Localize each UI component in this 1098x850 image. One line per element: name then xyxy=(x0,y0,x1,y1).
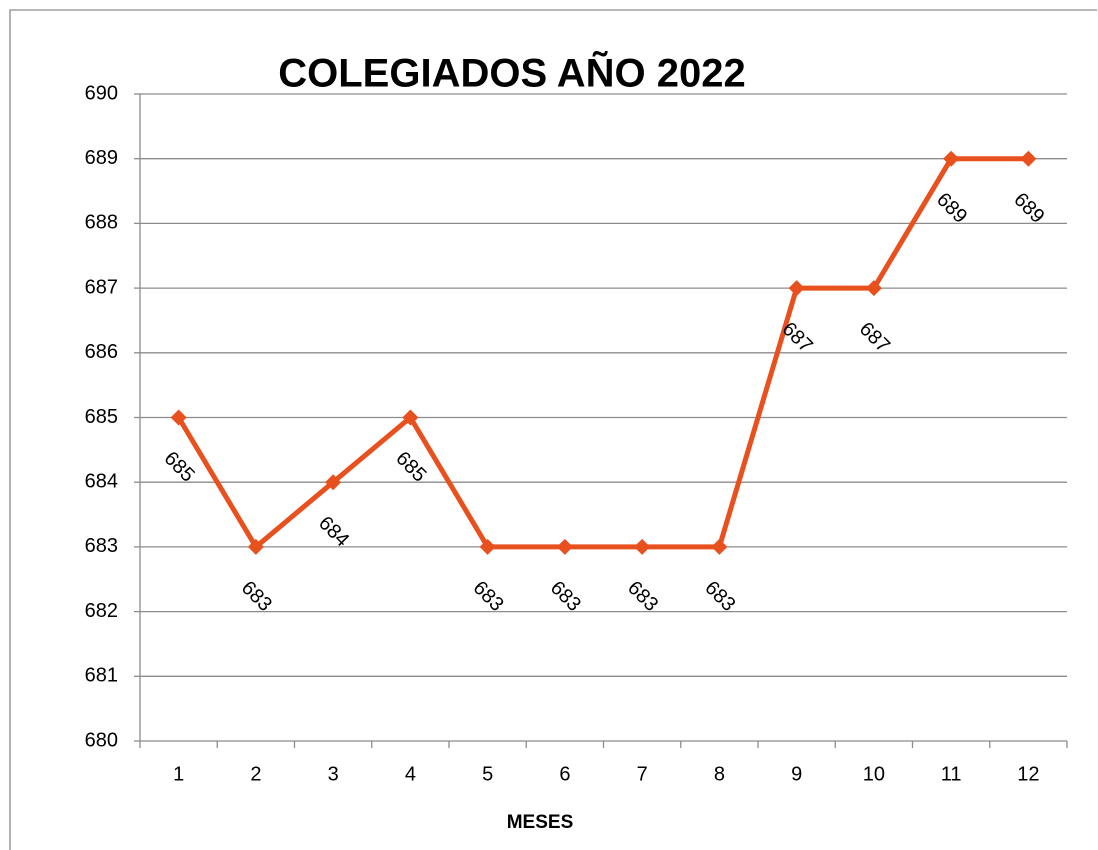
data-label: 687 xyxy=(855,318,894,357)
y-tick-label: 683 xyxy=(85,535,118,557)
data-label: 683 xyxy=(237,577,276,616)
chart-title: COLEGIADOS AÑO 2022 xyxy=(278,50,746,96)
y-tick-label: 682 xyxy=(85,600,118,622)
marker xyxy=(634,538,651,555)
marker xyxy=(865,280,882,297)
y-tick-label: 689 xyxy=(85,147,118,169)
marker xyxy=(711,538,728,555)
x-tick-label: 5 xyxy=(482,763,493,785)
marker xyxy=(943,150,960,167)
data-label: 684 xyxy=(314,512,353,551)
data-label: 685 xyxy=(391,447,430,486)
data-label: 685 xyxy=(160,447,199,486)
marker xyxy=(556,538,573,555)
data-label: 683 xyxy=(546,577,585,616)
x-tick-label: 4 xyxy=(405,763,416,785)
x-axis-label: MESES xyxy=(507,812,574,833)
y-tick-label: 681 xyxy=(85,665,118,687)
marker xyxy=(479,538,496,555)
marker xyxy=(247,538,264,555)
data-label: 683 xyxy=(469,577,508,616)
y-tick-label: 687 xyxy=(85,276,118,298)
x-tick-label: 12 xyxy=(1017,763,1039,785)
marker xyxy=(1020,150,1037,167)
data-label: 689 xyxy=(1009,189,1048,228)
x-tick-label: 2 xyxy=(250,763,261,785)
data-label: 683 xyxy=(623,577,662,616)
x-tick-label: 11 xyxy=(941,763,962,785)
y-tick-label: 688 xyxy=(85,212,118,234)
x-tick-label: 8 xyxy=(714,763,725,785)
data-label: 689 xyxy=(932,189,971,228)
y-tick-label: 690 xyxy=(85,82,118,104)
y-tick-label: 685 xyxy=(85,406,118,428)
marker xyxy=(788,280,805,297)
y-tick-label: 680 xyxy=(85,729,118,751)
x-tick-label: 10 xyxy=(863,763,885,785)
x-tick-label: 1 xyxy=(173,763,184,785)
x-tick-label: 7 xyxy=(637,763,648,785)
x-tick-label: 9 xyxy=(791,763,802,785)
marker xyxy=(402,409,419,426)
data-label: 683 xyxy=(700,577,739,616)
y-tick-label: 686 xyxy=(85,341,118,363)
y-tick-label: 684 xyxy=(85,470,118,492)
chart-frame xyxy=(9,9,1097,850)
x-tick-label: 3 xyxy=(328,763,339,785)
marker xyxy=(170,409,187,426)
marker xyxy=(325,474,342,491)
line xyxy=(176,156,1029,550)
x-tick-label: 6 xyxy=(559,763,570,785)
